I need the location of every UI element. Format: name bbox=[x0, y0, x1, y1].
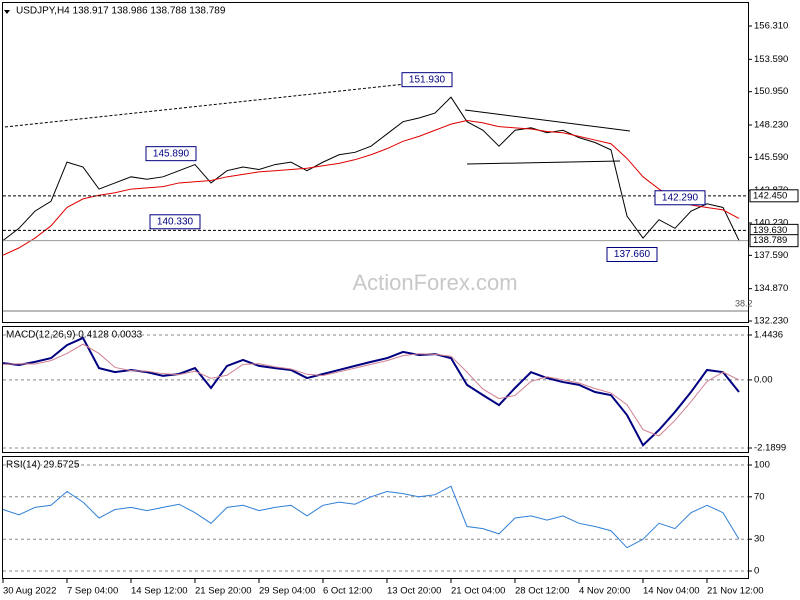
x-tick-label: 21 Nov 12:00 bbox=[707, 586, 764, 597]
y-tick-label: 30 bbox=[754, 534, 765, 545]
y-tick-label: 140.230 bbox=[754, 218, 788, 229]
level-label: 138.789 bbox=[753, 235, 787, 246]
price-title: USDJPY,H4 138.917 138.986 138.788 138.78… bbox=[16, 6, 226, 17]
x-tick-label: 7 Sep 04:00 bbox=[67, 586, 118, 597]
y-tick-label: 1.4436 bbox=[754, 330, 783, 341]
series-line bbox=[2, 336, 740, 447]
y-tick-label: 100 bbox=[754, 460, 770, 471]
rsi-panel bbox=[2, 456, 749, 579]
annotation-box bbox=[149, 214, 201, 230]
x-tick-label: 28 Oct 12:00 bbox=[515, 586, 569, 597]
y-tick-label: 137.590 bbox=[754, 250, 788, 261]
triangle-top bbox=[464, 109, 631, 132]
y-tick-label: 134.870 bbox=[754, 283, 788, 294]
x-tick-label: 14 Nov 04:00 bbox=[643, 586, 700, 597]
level-label: 139.630 bbox=[753, 225, 787, 236]
rsi-title: RSI(14) 29.5725 bbox=[6, 460, 80, 471]
y-tick-label: 150.950 bbox=[754, 86, 788, 97]
y-tick-label: 0 bbox=[754, 566, 759, 577]
y-tick-label: 70 bbox=[754, 491, 765, 502]
fib-label: 38.2 bbox=[735, 298, 753, 308]
x-tick-label: 21 Sep 20:00 bbox=[195, 586, 252, 597]
annotation-label: 140.330 bbox=[157, 216, 194, 227]
series-line bbox=[2, 343, 740, 437]
annotation-label: 142.290 bbox=[662, 192, 699, 203]
macd-panel bbox=[2, 326, 749, 453]
macd-title: MACD(12,26,9) 0.4128 0.0033 bbox=[6, 330, 143, 341]
plot-layer: 156.310153.590150.950148.230145.590142.8… bbox=[2, 21, 799, 597]
x-tick-label: 30 Aug 2022 bbox=[3, 586, 56, 597]
y-tick-label: 132.230 bbox=[754, 316, 788, 327]
annotation-label: 137.660 bbox=[614, 249, 651, 260]
y-tick-label: 148.230 bbox=[754, 120, 788, 131]
annotation-box bbox=[145, 146, 197, 162]
y-tick-label: 156.310 bbox=[754, 21, 788, 32]
y-tick-label: 153.590 bbox=[754, 54, 788, 65]
annotation-label: 145.890 bbox=[153, 148, 190, 159]
series-line bbox=[2, 485, 740, 549]
annotation-box bbox=[606, 246, 658, 262]
annotation-label: 151.930 bbox=[409, 74, 446, 85]
series-line bbox=[2, 96, 740, 241]
level-box bbox=[749, 189, 799, 203]
x-tick-label: 13 Oct 20:00 bbox=[387, 586, 441, 597]
y-tick-label: 145.590 bbox=[754, 152, 788, 163]
x-tick-label: 14 Sep 12:00 bbox=[131, 586, 188, 597]
triangle-bottom bbox=[466, 160, 621, 165]
x-tick-label: 6 Oct 12:00 bbox=[323, 586, 372, 597]
menu-arrow bbox=[4, 10, 10, 14]
x-tick-label: 4 Nov 20:00 bbox=[579, 586, 630, 597]
y-tick-label: 0.00 bbox=[754, 374, 773, 385]
y-tick-label: -2.1899 bbox=[754, 443, 786, 454]
level-label: 142.450 bbox=[753, 190, 787, 201]
level-box bbox=[749, 234, 799, 248]
annotation-box bbox=[401, 72, 453, 88]
x-tick-label: 21 Oct 04:00 bbox=[451, 586, 505, 597]
x-tick-label: 29 Sep 04:00 bbox=[259, 586, 316, 597]
watermark: ActionForex.com bbox=[352, 270, 517, 295]
series-line bbox=[2, 119, 740, 256]
price-panel bbox=[2, 2, 749, 323]
annotation-box bbox=[654, 190, 706, 206]
